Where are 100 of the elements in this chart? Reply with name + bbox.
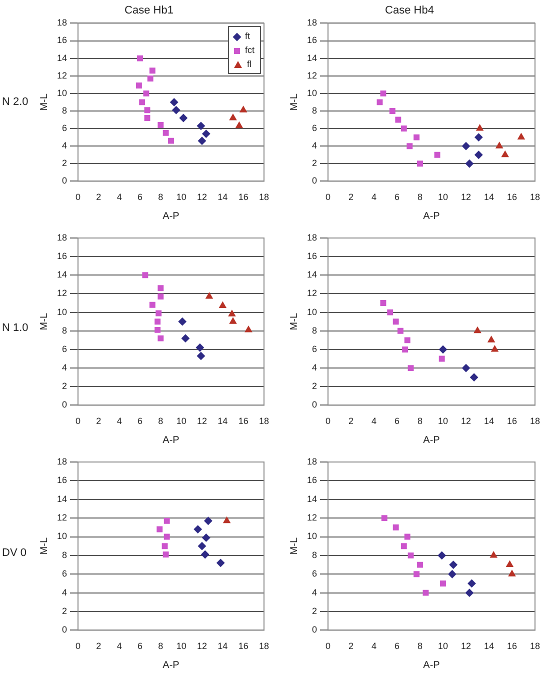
point	[400, 126, 407, 132]
y-tick-label: 0	[62, 624, 68, 635]
point	[136, 82, 142, 88]
x-tick-label: 10	[176, 192, 186, 202]
point	[158, 294, 164, 300]
y-axis-title: M-L	[288, 537, 300, 555]
x-axis-title: A-P	[162, 210, 180, 222]
point	[229, 114, 237, 120]
x-tick-label: 8	[158, 641, 164, 652]
point	[474, 326, 482, 334]
y-tick-label: 8	[312, 550, 318, 560]
point	[434, 152, 440, 158]
x-tick-label: 18	[530, 416, 540, 426]
point	[449, 560, 458, 569]
x-tick-label: 16	[238, 192, 248, 202]
point	[219, 302, 226, 308]
y-tick-label: 16	[306, 251, 318, 262]
point	[506, 560, 514, 568]
y-tick-label: 10	[56, 306, 68, 317]
point	[202, 130, 210, 138]
point	[143, 90, 150, 96]
x-tick-label: 12	[460, 416, 472, 426]
y-tick-label: 2	[312, 606, 318, 616]
x-tick-label: 16	[238, 641, 248, 652]
text: DV 0	[2, 546, 26, 558]
point	[164, 534, 170, 540]
y-tick-label: 4	[62, 587, 68, 598]
y-tick-label: 0	[312, 400, 318, 410]
x-tick-label: 10	[176, 416, 186, 426]
point	[476, 124, 484, 131]
x-tick-label: 14	[484, 416, 494, 426]
point	[404, 534, 410, 540]
point	[158, 122, 164, 128]
chart-title: Case Hb4	[385, 4, 434, 17]
x-tick-label: 0	[326, 641, 331, 652]
y-tick-label: 6	[312, 123, 318, 134]
text: N 1.0	[2, 322, 28, 334]
y-tick-label: 14	[306, 270, 318, 280]
x-tick-label: 6	[138, 641, 143, 652]
point	[149, 302, 156, 308]
point	[408, 365, 414, 372]
point	[422, 590, 429, 596]
y-tick-label: 18	[56, 232, 68, 242]
y-tick-label: 4	[312, 362, 318, 373]
y-tick-label: 6	[62, 344, 68, 354]
y-tick-label: 10	[56, 88, 68, 98]
y-tick-label: 4	[312, 587, 318, 598]
point	[465, 160, 474, 168]
x-tick-label: 6	[394, 192, 400, 202]
point	[395, 116, 402, 123]
point	[196, 344, 204, 352]
point	[206, 292, 213, 299]
x-tick-label: 14	[218, 192, 228, 202]
x-tick-label: 16	[506, 192, 518, 202]
point	[229, 318, 237, 324]
point	[228, 310, 236, 316]
y-tick-label: 10	[306, 531, 318, 542]
point	[154, 318, 161, 325]
x-tick-label: 0	[76, 192, 81, 202]
x-tick-label: 2	[348, 416, 354, 426]
x-tick-label: 2	[96, 416, 102, 426]
y-tick-label: 18	[306, 456, 318, 466]
point	[198, 542, 206, 550]
point	[488, 336, 495, 342]
x-tick-label: 8	[417, 416, 423, 426]
x-tick-label: 8	[158, 416, 164, 426]
y-tick-label: 6	[62, 123, 68, 134]
point	[216, 558, 225, 567]
point	[158, 285, 164, 292]
legend-label: fl	[246, 59, 252, 70]
point	[196, 122, 205, 130]
x-tick-label: 12	[460, 641, 472, 652]
point	[149, 68, 156, 74]
y-tick-label: 6	[62, 568, 68, 579]
point	[202, 534, 210, 542]
point	[194, 525, 202, 534]
y-tick-label: 0	[62, 176, 68, 186]
y-axis-title: M-L	[38, 312, 50, 330]
x-tick-label: 4	[116, 641, 122, 652]
y-tick-label: 12	[306, 512, 318, 523]
x-tick-label: 4	[372, 192, 377, 202]
point	[181, 334, 190, 342]
x-tick-label: 10	[438, 641, 448, 652]
point	[404, 337, 410, 344]
x-axis-title: A-P	[423, 210, 440, 222]
y-tick-label: 2	[312, 381, 318, 392]
point	[164, 518, 170, 524]
x-axis-title: A-P	[423, 660, 440, 671]
point	[137, 55, 143, 62]
y-tick-label: 16	[56, 475, 68, 486]
x-axis-title: A-P	[423, 434, 440, 446]
point	[142, 272, 148, 278]
point	[156, 526, 163, 532]
x-tick-label: 2	[96, 192, 102, 202]
point	[417, 562, 423, 568]
point	[162, 552, 169, 558]
point	[402, 346, 408, 352]
x-tick-label: 10	[438, 192, 448, 202]
point	[168, 138, 174, 144]
point	[392, 318, 399, 325]
